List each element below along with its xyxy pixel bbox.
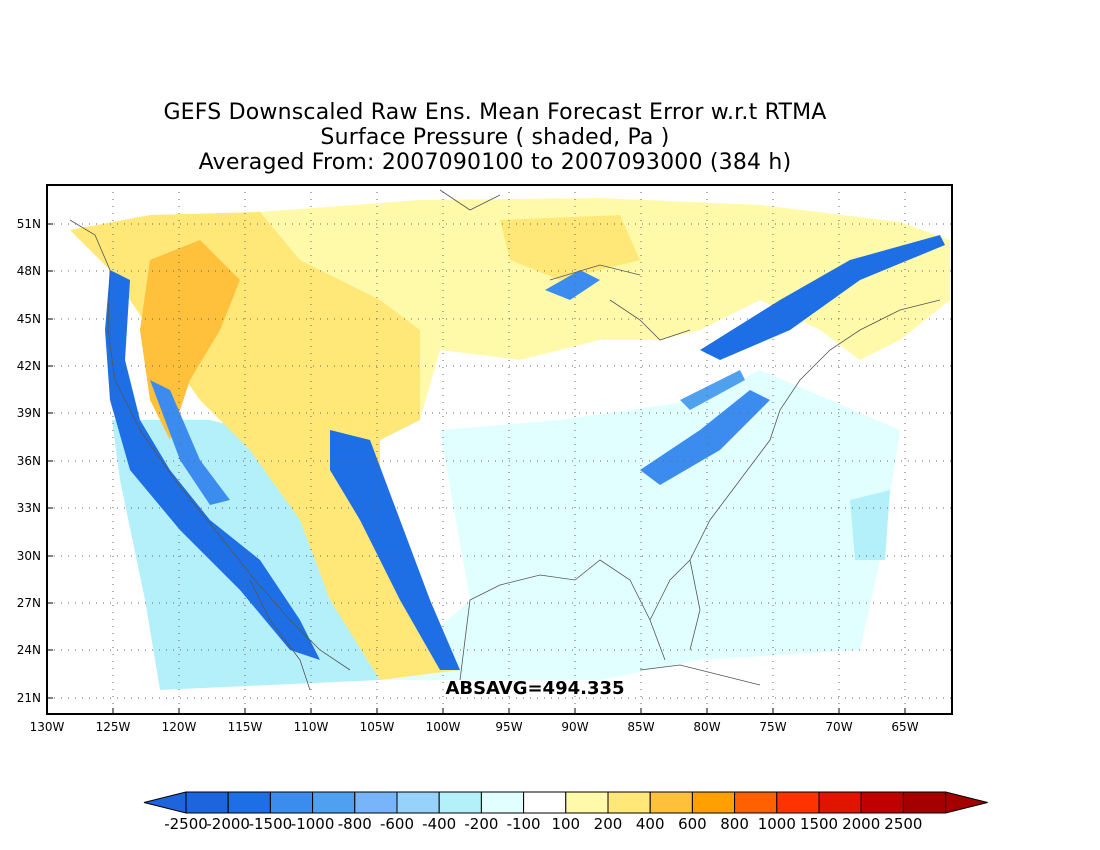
colorbar-box [312,791,356,814]
field-blue-sierra [150,380,230,505]
colorbar-box [185,791,229,814]
colorbar-box [818,791,862,814]
plot-frame [46,184,953,715]
field-blue-northeast [700,235,945,360]
coastline-baja [249,579,311,691]
colorbar-high-arrow [945,791,988,814]
lon-label: 110W [294,720,329,734]
colorbar-box [902,791,947,814]
colorbar-box [860,791,904,814]
lat-label: 51N [17,217,41,231]
colorbar-box [354,791,398,814]
field-blue-appalachian [640,390,770,485]
colorbar-label: -1500 [249,815,293,833]
coastline-west [69,219,351,671]
lat-label: 33N [17,501,41,515]
colorbar-low-arrow [143,791,187,814]
colorbar-boxes [143,791,988,814]
colorbar-label: 1500 [800,815,838,833]
lon-label: 70W [825,720,852,734]
lon-label: 75W [759,720,786,734]
coastline-greatlakes [549,264,691,341]
lat-label: 39N [17,406,41,420]
field-yellow-patch [500,215,640,280]
coastline-hudson [439,189,501,211]
field-blue-superior [545,270,600,300]
colorbar-label: -100 [507,815,541,833]
lon-label: 95W [495,720,522,734]
field-blue-rockies [330,430,460,670]
coastline-cuba [639,664,761,686]
colorbar-box [438,791,482,814]
absavg-annotation: ABSAVG=494.335 [445,678,624,699]
field-pale-cyan-east [380,370,900,680]
title-line-2: Surface Pressure ( shaded, Pa ) [320,125,670,150]
lon-label: 80W [693,720,720,734]
colorbar-label: 2500 [884,815,922,833]
coastline-east [689,299,941,561]
colorbar-label: 100 [551,815,580,833]
colorbar-label: -2000 [206,815,250,833]
colorbar-label: 400 [636,815,665,833]
colorbar-box [396,791,440,814]
colorbar-label: 800 [720,815,749,833]
title-line-1: GEFS Downscaled Raw Ens. Mean Forecast E… [163,100,827,125]
shaded-field [70,198,950,690]
lat-label: 24N [17,643,41,657]
colorbar-label: 600 [678,815,707,833]
colorbar-box [480,791,525,814]
colorbar-label: 1000 [758,815,796,833]
colorbar-label: -800 [338,815,372,833]
lat-axis: 51N 48N 45N 42N 39N 36N 33N 30N 27N 24N … [17,217,41,705]
lat-label: 45N [17,312,41,326]
lon-label: 115W [228,720,263,734]
lon-label: 105W [360,720,395,734]
colorbar-label: -1000 [291,815,335,833]
lat-label: 27N [17,596,41,610]
colorbar-box [227,791,271,814]
lon-label: 130W [30,720,65,734]
lon-axis: 130W 125W 120W 115W 110W 105W 100W 95W 9… [30,720,919,734]
colorbar-label: 2000 [842,815,880,833]
lat-label: 30N [17,549,41,563]
colorbar-box [776,791,820,814]
colorbar-box [523,791,567,814]
colorbar-label: -200 [464,815,498,833]
lat-label: 42N [17,359,41,373]
field-blue-ridge [680,370,745,410]
title-line-3: Averaged From: 2007090100 to 2007093000 … [198,150,792,175]
colorbar-box [269,791,314,814]
colorbar-box [565,791,609,814]
colorbar-labels: -2500-2000-1500-1000 -800 -600 -400 -200 -100… [164,815,922,833]
lon-label: 100W [426,720,461,734]
lon-label: 120W [162,720,197,734]
lat-label: 36N [17,454,41,468]
colorbar-label: -400 [422,815,456,833]
colorbar-box [691,791,736,814]
colorbar-box [649,791,693,814]
coastlines [69,189,941,691]
lon-label: 85W [627,720,654,734]
field-blue-coast [105,270,320,660]
lat-label: 21N [17,691,41,705]
lon-label: 65W [891,720,918,734]
field-pale-yellow-north [260,198,950,430]
lon-label: 90W [561,720,588,734]
lat-label: 48N [17,264,41,278]
lat-ticks [47,223,53,699]
lon-ticks [112,708,906,714]
colorbar-label: -600 [380,815,414,833]
coastline-gulf [459,559,666,681]
colorbar-box [607,791,651,814]
colorbar-box [734,791,778,814]
title-block: GEFS Downscaled Raw Ens. Mean Forecast E… [0,100,990,175]
lon-label: 125W [96,720,131,734]
colorbar-label: -2500 [164,815,208,833]
colorbar-label: 200 [594,815,623,833]
